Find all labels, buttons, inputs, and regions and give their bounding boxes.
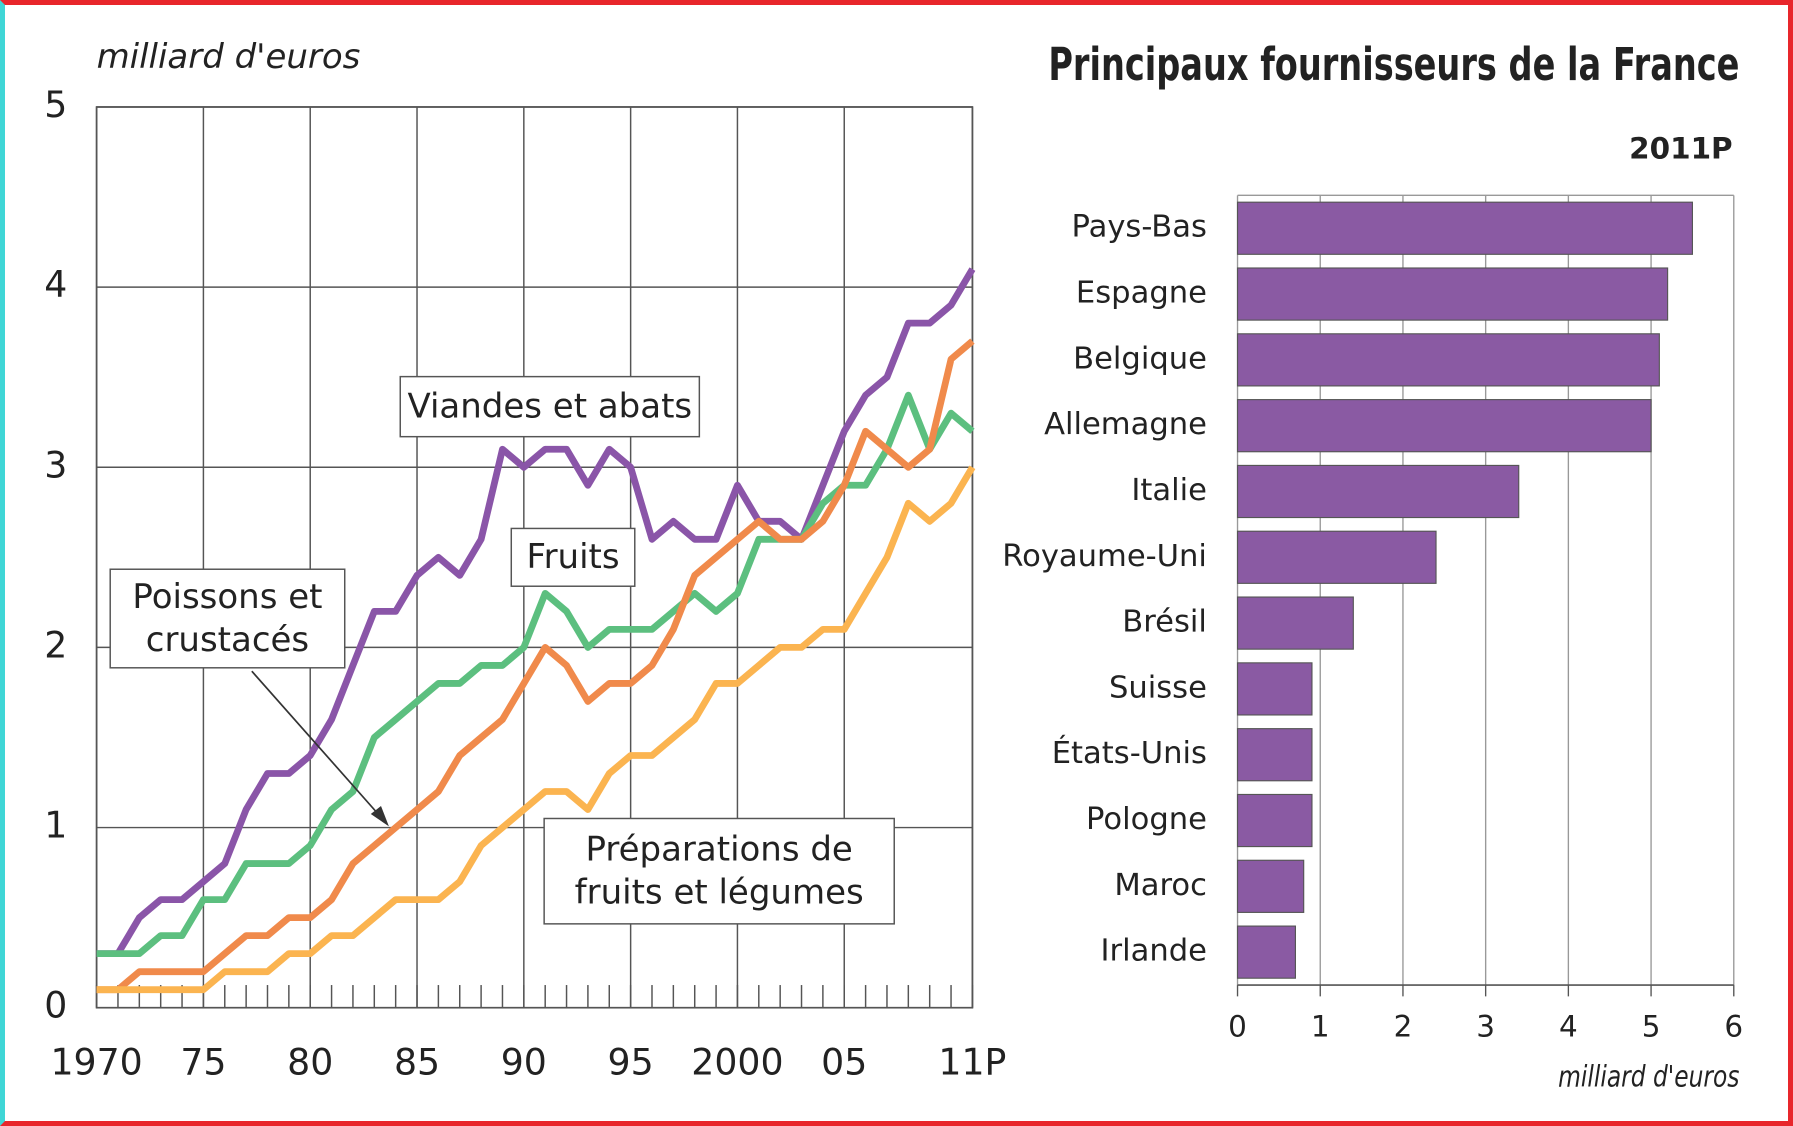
chart: milliard d'euros Principaux fournisseurs… xyxy=(44,37,1743,1094)
bar xyxy=(1236,662,1313,716)
x-axis-label: milliard d'euros xyxy=(1558,1059,1739,1093)
bar xyxy=(1236,464,1520,519)
y-tick-label: 3 xyxy=(44,443,67,486)
y-tick-label: Italie xyxy=(1131,473,1207,508)
x-tick-label: 90 xyxy=(501,1040,547,1083)
legend-text: Fruits xyxy=(526,536,620,577)
y-tick-label: 5 xyxy=(44,83,67,126)
x-tick-label: 2 xyxy=(1394,1010,1413,1044)
x-tick-label: 1970 xyxy=(50,1040,142,1083)
label-box xyxy=(543,817,895,925)
bar xyxy=(1236,399,1652,453)
bar xyxy=(1236,530,1437,584)
y-tick-label: 0 xyxy=(44,984,67,1027)
y-tick-label: Brésil xyxy=(1122,605,1207,640)
y-tick-label: Allemagne xyxy=(1044,407,1207,442)
x-tick-label: 6 xyxy=(1724,1010,1743,1044)
series-line xyxy=(96,338,975,994)
x-tick-label: 4 xyxy=(1559,1010,1578,1044)
y-tick-label: Pays-Bas xyxy=(1072,210,1207,245)
plot-frame xyxy=(95,106,974,1009)
y-tick-label: États-Unis xyxy=(1052,735,1207,771)
series-line xyxy=(96,465,976,994)
bar xyxy=(1236,793,1313,848)
x-tick-label: 2000 xyxy=(691,1040,783,1083)
y-tick-label: 4 xyxy=(44,263,67,306)
legend-label: Poissons et crustacés xyxy=(132,576,323,660)
bar xyxy=(1236,267,1669,321)
y-tick-label: 2 xyxy=(44,623,67,666)
x-tick-label: 80 xyxy=(287,1040,333,1083)
bar xyxy=(1236,925,1296,979)
x-tick-label: 85 xyxy=(394,1040,440,1083)
legend-label: Viandes et abats xyxy=(407,386,693,426)
x-tick-label: 75 xyxy=(180,1040,226,1083)
series-line xyxy=(96,267,976,958)
bar xyxy=(1236,333,1660,387)
x-tick-label: 5 xyxy=(1642,1010,1661,1044)
label-box xyxy=(399,375,701,438)
x-tick-label: 0 xyxy=(1228,1010,1247,1044)
bar xyxy=(1236,728,1313,782)
annotation-arrow xyxy=(251,670,383,820)
chart-title: Principaux fournisseurs de la France xyxy=(1048,38,1739,91)
legend-text: Préparations de fruits et légumes xyxy=(574,829,864,912)
annotation-arrowhead xyxy=(370,806,389,827)
x-tick-label: 1 xyxy=(1311,1010,1330,1044)
y-tick-label: Espagne xyxy=(1076,276,1207,311)
x-tick-label: 05 xyxy=(821,1040,867,1083)
y-tick-label: Royaume-Uni xyxy=(1002,539,1207,574)
legend-label: Préparations de fruits et légumes xyxy=(574,829,864,912)
series-line xyxy=(96,391,975,958)
y-tick-label: Maroc xyxy=(1114,868,1207,903)
y-tick-label: 1 xyxy=(44,804,67,847)
y-tick-label: Suisse xyxy=(1109,670,1207,705)
x-tick-label: 95 xyxy=(608,1040,654,1083)
label-box xyxy=(510,527,636,587)
bar xyxy=(1236,859,1305,913)
y-tick-label: Belgique xyxy=(1073,341,1207,376)
y-axis-label: milliard d'euros xyxy=(97,37,361,77)
y-tick-label: Pologne xyxy=(1086,802,1207,837)
label-box xyxy=(109,568,346,669)
chart-subtitle: 2011P xyxy=(1629,132,1733,166)
bar xyxy=(1236,201,1693,255)
bar xyxy=(1236,596,1354,650)
legend-label: Fruits xyxy=(526,536,620,577)
legend-text: Poissons et crustacés xyxy=(132,576,323,660)
x-tick-label: 3 xyxy=(1476,1010,1495,1044)
y-tick-label: Irlande xyxy=(1101,934,1207,969)
x-tick-label: 11P xyxy=(938,1040,1006,1083)
legend-text: Viandes et abats xyxy=(407,386,693,426)
